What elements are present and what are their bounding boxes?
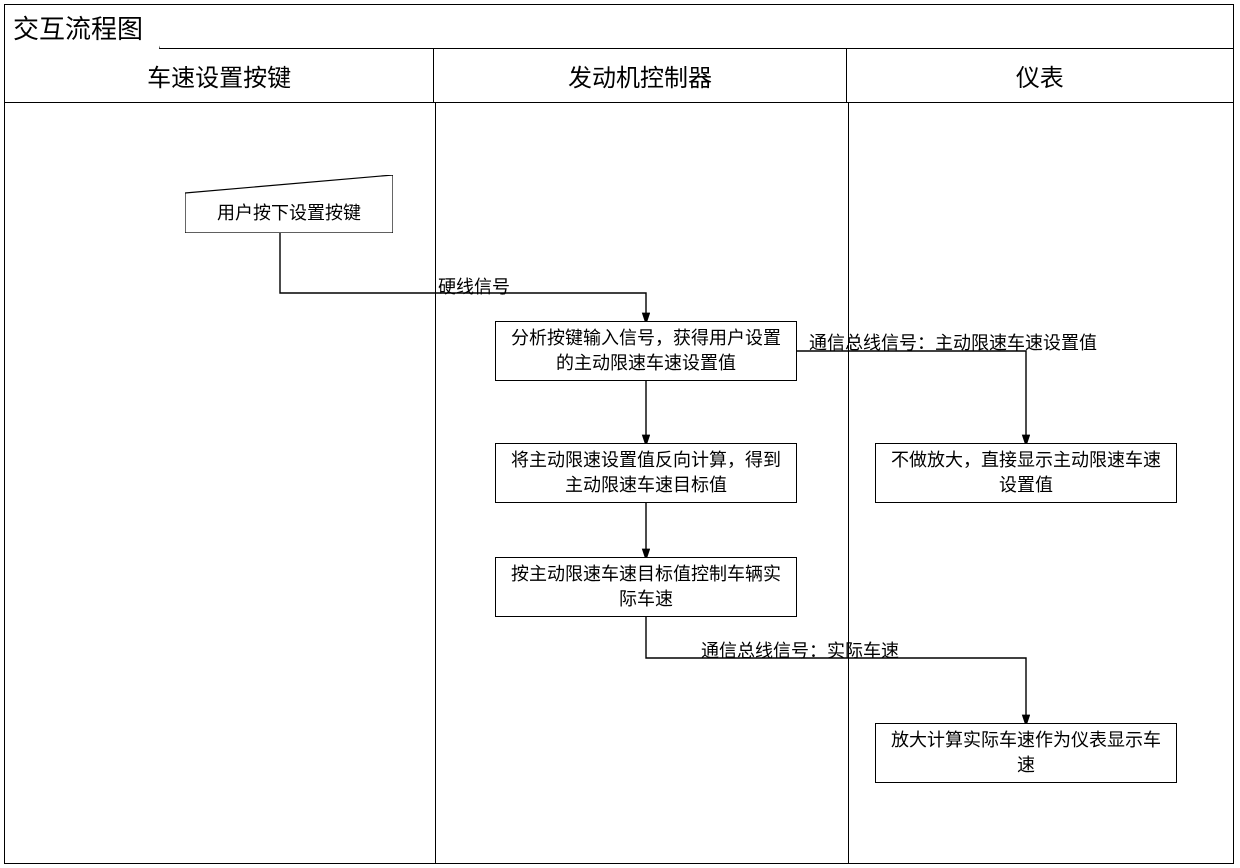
title-bar: 交互流程图 [5,5,1233,49]
diagram-frame: 交互流程图 车速设置按键 发动机控制器 仪表 用户按下设置按键 分析按键输入信号… [4,4,1234,864]
reverse-calc-node: 将主动限速设置值反向计算，得到主动限速车速目标值 [495,443,797,503]
edge-label-bus-actual: 通信总线信号：实际车速 [701,637,899,663]
flowchart-canvas: 用户按下设置按键 分析按键输入信号，获得用户设置的主动限速车速设置值 将主动限速… [5,103,1233,863]
analyze-node: 分析按键输入信号，获得用户设置的主动限速车速设置值 [495,321,797,381]
input-node: 用户按下设置按键 [185,175,393,233]
control-node: 按主动限速车速目标值控制车辆实际车速 [495,557,797,617]
lane-header-speed-button: 车速设置按键 [5,49,434,102]
input-node-label: 用户按下设置按键 [185,191,393,233]
diagram-title: 交互流程图 [5,5,160,49]
lane-divider-2 [848,103,849,863]
edge-label-hardwire: 硬线信号 [438,273,510,299]
display-actual-node: 放大计算实际车速作为仪表显示车速 [875,723,1177,783]
swimlane-header: 车速设置按键 发动机控制器 仪表 [5,49,1233,103]
edge-label-bus-setval: 通信总线信号：主动限速车速设置值 [809,329,1097,355]
lane-divider-1 [435,103,436,863]
lane-header-engine-controller: 发动机控制器 [434,49,846,102]
display-setval-node: 不做放大，直接显示主动限速车速设置值 [875,443,1177,503]
lane-header-instrument: 仪表 [847,49,1233,102]
